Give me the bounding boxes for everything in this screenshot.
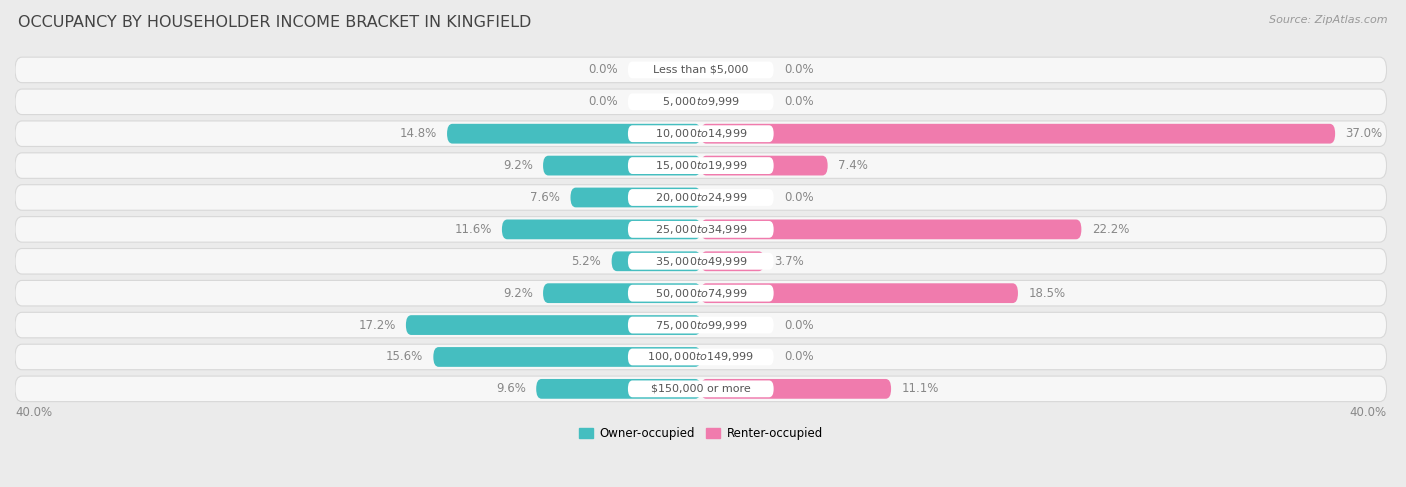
FancyBboxPatch shape [700, 283, 1018, 303]
Text: 0.0%: 0.0% [588, 95, 617, 108]
Text: Source: ZipAtlas.com: Source: ZipAtlas.com [1270, 15, 1388, 25]
FancyBboxPatch shape [700, 156, 828, 175]
Text: 40.0%: 40.0% [1350, 406, 1386, 419]
FancyBboxPatch shape [536, 379, 700, 399]
Text: 40.0%: 40.0% [15, 406, 52, 419]
FancyBboxPatch shape [15, 312, 1386, 338]
FancyBboxPatch shape [15, 248, 1386, 274]
Text: 18.5%: 18.5% [1028, 287, 1066, 300]
FancyBboxPatch shape [628, 221, 773, 238]
FancyBboxPatch shape [15, 57, 1386, 83]
Text: $50,000 to $74,999: $50,000 to $74,999 [655, 287, 747, 300]
Text: 3.7%: 3.7% [775, 255, 804, 268]
Text: 11.6%: 11.6% [454, 223, 492, 236]
Text: 9.6%: 9.6% [496, 382, 526, 395]
Text: $100,000 to $149,999: $100,000 to $149,999 [647, 351, 754, 363]
FancyBboxPatch shape [628, 94, 773, 110]
Text: 0.0%: 0.0% [785, 191, 814, 204]
Text: $35,000 to $49,999: $35,000 to $49,999 [655, 255, 747, 268]
FancyBboxPatch shape [628, 317, 773, 334]
FancyBboxPatch shape [15, 217, 1386, 242]
Text: $20,000 to $24,999: $20,000 to $24,999 [655, 191, 747, 204]
FancyBboxPatch shape [628, 157, 773, 174]
FancyBboxPatch shape [15, 185, 1386, 210]
Text: 17.2%: 17.2% [359, 318, 395, 332]
FancyBboxPatch shape [628, 380, 773, 397]
Text: 0.0%: 0.0% [785, 95, 814, 108]
Text: $15,000 to $19,999: $15,000 to $19,999 [655, 159, 747, 172]
Text: 14.8%: 14.8% [399, 127, 437, 140]
Text: $25,000 to $34,999: $25,000 to $34,999 [655, 223, 747, 236]
Legend: Owner-occupied, Renter-occupied: Owner-occupied, Renter-occupied [574, 422, 827, 445]
FancyBboxPatch shape [628, 285, 773, 301]
Text: $10,000 to $14,999: $10,000 to $14,999 [655, 127, 747, 140]
FancyBboxPatch shape [612, 251, 700, 271]
FancyBboxPatch shape [15, 153, 1386, 178]
Text: 15.6%: 15.6% [385, 351, 423, 363]
FancyBboxPatch shape [15, 344, 1386, 370]
FancyBboxPatch shape [628, 349, 773, 365]
Text: $5,000 to $9,999: $5,000 to $9,999 [662, 95, 740, 108]
FancyBboxPatch shape [628, 189, 773, 206]
FancyBboxPatch shape [15, 121, 1386, 147]
Text: $75,000 to $99,999: $75,000 to $99,999 [655, 318, 747, 332]
Text: 0.0%: 0.0% [785, 351, 814, 363]
FancyBboxPatch shape [447, 124, 700, 144]
Text: 7.4%: 7.4% [838, 159, 868, 172]
Text: 5.2%: 5.2% [572, 255, 602, 268]
Text: 11.1%: 11.1% [901, 382, 939, 395]
FancyBboxPatch shape [502, 220, 700, 239]
FancyBboxPatch shape [628, 61, 773, 78]
Text: Less than $5,000: Less than $5,000 [654, 65, 748, 75]
FancyBboxPatch shape [433, 347, 700, 367]
Text: 37.0%: 37.0% [1346, 127, 1382, 140]
FancyBboxPatch shape [628, 253, 773, 270]
Text: 9.2%: 9.2% [503, 287, 533, 300]
Text: 0.0%: 0.0% [785, 318, 814, 332]
Text: 0.0%: 0.0% [785, 63, 814, 76]
FancyBboxPatch shape [406, 315, 700, 335]
FancyBboxPatch shape [543, 156, 700, 175]
FancyBboxPatch shape [15, 281, 1386, 306]
Text: 7.6%: 7.6% [530, 191, 560, 204]
FancyBboxPatch shape [15, 376, 1386, 402]
Text: 0.0%: 0.0% [588, 63, 617, 76]
FancyBboxPatch shape [15, 89, 1386, 114]
FancyBboxPatch shape [700, 124, 1336, 144]
FancyBboxPatch shape [543, 283, 700, 303]
Text: 22.2%: 22.2% [1091, 223, 1129, 236]
FancyBboxPatch shape [700, 379, 891, 399]
Text: $150,000 or more: $150,000 or more [651, 384, 751, 394]
FancyBboxPatch shape [628, 125, 773, 142]
FancyBboxPatch shape [571, 187, 700, 207]
Text: 9.2%: 9.2% [503, 159, 533, 172]
Text: OCCUPANCY BY HOUSEHOLDER INCOME BRACKET IN KINGFIELD: OCCUPANCY BY HOUSEHOLDER INCOME BRACKET … [18, 15, 531, 30]
FancyBboxPatch shape [700, 251, 765, 271]
FancyBboxPatch shape [700, 220, 1081, 239]
